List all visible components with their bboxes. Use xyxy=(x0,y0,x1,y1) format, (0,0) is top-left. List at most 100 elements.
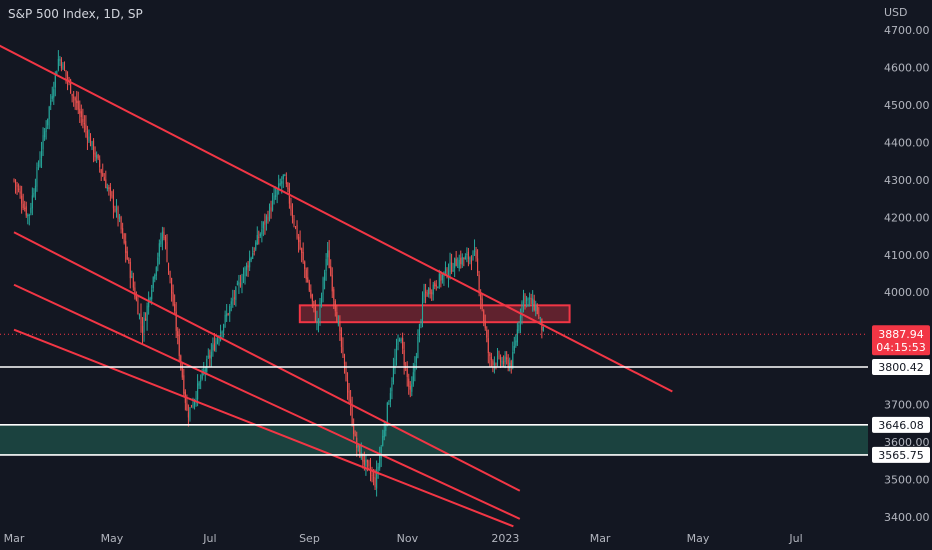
candle-body xyxy=(36,167,38,187)
candle-body xyxy=(480,291,482,300)
candle-body xyxy=(262,222,264,229)
candle-body xyxy=(169,270,171,279)
candle-body xyxy=(209,355,211,358)
candle-body xyxy=(539,317,541,319)
candle-body xyxy=(100,169,102,174)
candle-body xyxy=(343,354,346,364)
candle-body xyxy=(496,356,499,365)
candle-body xyxy=(141,325,144,334)
candle-body xyxy=(308,282,310,291)
candle-body xyxy=(174,304,176,312)
candle-body xyxy=(406,368,408,377)
candle-body xyxy=(259,233,261,236)
candle-body xyxy=(385,423,387,431)
candle-body xyxy=(235,287,237,300)
candle-body xyxy=(135,296,137,301)
candle-body xyxy=(489,353,491,357)
candle-body xyxy=(386,402,388,425)
price-level-tag xyxy=(872,358,930,375)
candle-body xyxy=(44,131,46,138)
candle-body xyxy=(93,140,95,155)
candle-body xyxy=(140,313,142,324)
candle-body xyxy=(247,265,249,268)
candle-body xyxy=(441,274,443,280)
candle-body xyxy=(99,159,101,168)
candle-body xyxy=(483,310,485,322)
candle-body xyxy=(65,70,67,76)
candle-body xyxy=(431,292,433,294)
candle-body xyxy=(59,58,61,61)
candle-body xyxy=(88,136,90,142)
candle-body xyxy=(291,210,294,218)
candle-body xyxy=(270,207,272,212)
candle-body xyxy=(62,63,64,70)
candle-body xyxy=(47,118,49,126)
candle-body xyxy=(258,236,260,238)
candle-body xyxy=(336,311,338,323)
candle-body xyxy=(294,226,297,228)
candle-body xyxy=(368,461,370,467)
candle-body xyxy=(218,337,220,341)
y-tick-label: 4600.00 xyxy=(884,61,930,74)
candle-body xyxy=(324,272,326,281)
candle-body xyxy=(495,363,497,366)
candle-body xyxy=(172,292,174,306)
candle-body xyxy=(519,315,521,323)
candle-body xyxy=(190,405,193,408)
candle-body xyxy=(395,346,398,360)
candle-body xyxy=(252,252,254,259)
candle-body xyxy=(154,275,156,279)
candle-body xyxy=(313,300,315,307)
candle-body xyxy=(475,251,477,259)
candle-body xyxy=(268,206,271,220)
x-tick-label: 2023 xyxy=(491,532,519,545)
candle-body xyxy=(498,355,500,357)
trendline xyxy=(13,231,521,492)
candle-body xyxy=(25,206,27,216)
candle-body xyxy=(120,217,122,230)
candle-body xyxy=(74,97,76,101)
candle-body xyxy=(187,412,189,418)
candle-body xyxy=(340,329,342,347)
candle-body xyxy=(486,329,488,338)
candle-body xyxy=(503,361,505,364)
candle-body xyxy=(53,89,55,98)
candle-body xyxy=(115,207,118,211)
candle-body xyxy=(244,267,246,276)
candle-body xyxy=(376,470,378,489)
candle-body xyxy=(509,362,511,369)
candle-body xyxy=(63,65,66,70)
candle-body xyxy=(158,243,160,257)
candle-body xyxy=(434,282,436,287)
candle-body xyxy=(31,195,33,209)
candle-body xyxy=(402,337,404,349)
candle-body xyxy=(276,189,278,195)
candle-body xyxy=(319,302,321,318)
candle-body xyxy=(287,182,289,190)
candle-body xyxy=(160,240,162,245)
candle-body xyxy=(397,339,399,345)
candle-body xyxy=(354,434,356,436)
price-level-tag xyxy=(872,446,930,463)
candle-body xyxy=(189,407,191,420)
candle-body xyxy=(229,306,231,314)
candle-body xyxy=(409,386,411,390)
y-tick-label: 3700.00 xyxy=(884,399,930,412)
candle-body xyxy=(506,357,508,360)
candle-body xyxy=(203,370,205,372)
candle-body xyxy=(138,314,141,317)
candle-body xyxy=(54,73,56,88)
y-tick-label: 4000.00 xyxy=(884,286,930,299)
candle-body xyxy=(493,362,495,366)
candle-body xyxy=(284,175,286,177)
candle-body xyxy=(400,338,402,342)
candle-body xyxy=(463,257,465,260)
candle-body xyxy=(362,453,364,462)
candle-body xyxy=(421,297,424,320)
candle-body xyxy=(466,253,468,256)
candle-body xyxy=(527,298,529,300)
candle-body xyxy=(516,329,518,343)
candle-body xyxy=(37,165,40,167)
candle-body xyxy=(542,326,544,331)
